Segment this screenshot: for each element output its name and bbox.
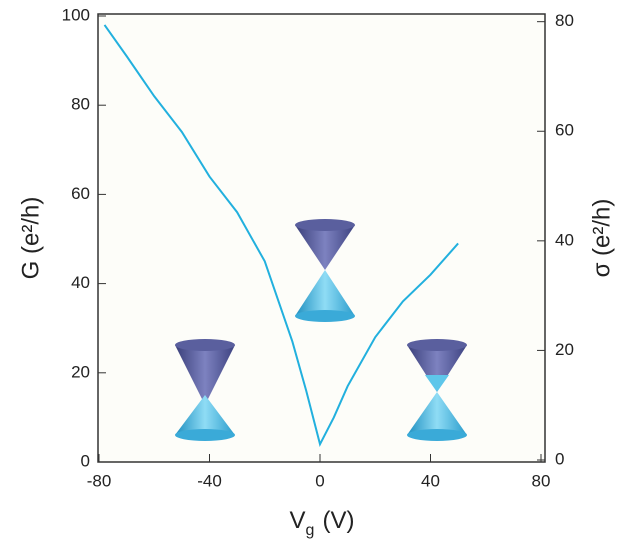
y2-tick-label: 0	[555, 449, 564, 468]
x-label-sub: g	[306, 522, 315, 539]
y2-axis-label: σ (e²/h)	[588, 199, 615, 278]
x-tick-label: -40	[197, 471, 222, 490]
x-tick-label: 40	[421, 471, 440, 490]
x-tick-label: 80	[532, 471, 551, 490]
x-label-main: V	[290, 507, 306, 534]
x-label-unit: (V)	[322, 507, 354, 534]
data-line	[103, 24, 459, 447]
y-tick-label: 0	[81, 451, 90, 470]
y2-tick-label: 60	[555, 121, 574, 140]
y2-tick-label: 20	[555, 340, 574, 359]
x-tick-label: 0	[315, 471, 324, 490]
y2-tick-label: 80	[555, 11, 574, 30]
y-axis-label: G (e²/h)	[17, 197, 44, 280]
y-tick-label: 80	[71, 95, 90, 114]
cone-right	[407, 339, 467, 441]
y-tick-label: 100	[62, 5, 90, 24]
y2-tick-label: 40	[555, 230, 574, 249]
cone-left	[175, 339, 235, 441]
y-tick-label: 40	[71, 273, 90, 292]
x-axis-label: Vg (V)	[290, 507, 355, 539]
y-tick-label: 60	[71, 184, 90, 203]
x-tick-label: -80	[87, 471, 112, 490]
y-tick-label: 20	[71, 362, 90, 381]
cone-center	[295, 219, 355, 322]
